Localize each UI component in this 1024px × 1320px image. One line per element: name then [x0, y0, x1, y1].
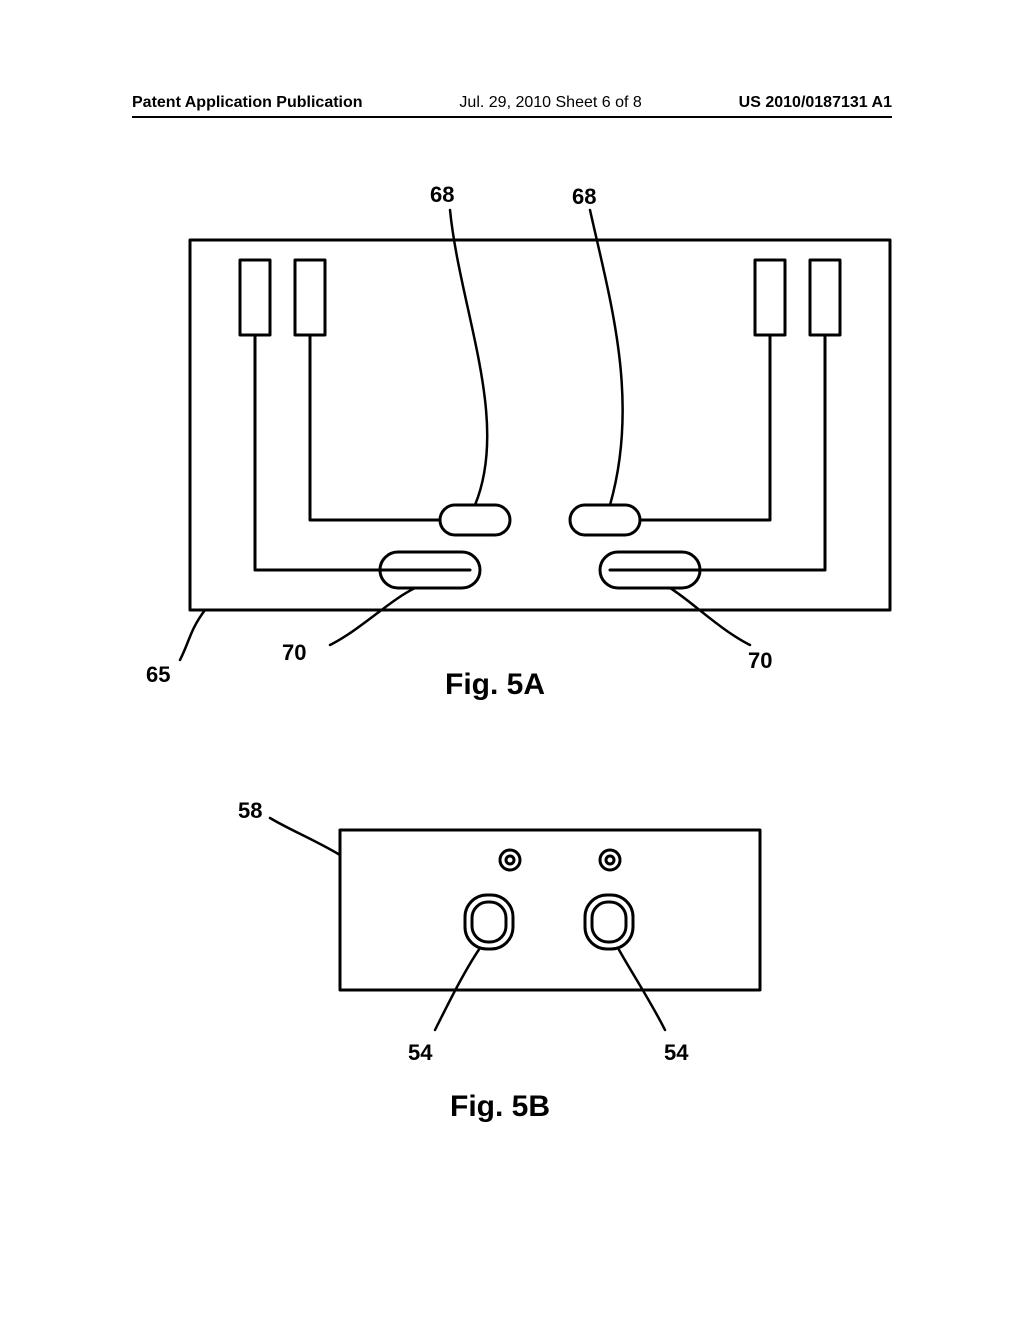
ref-65: 65: [146, 662, 170, 688]
leader-68-right: [590, 210, 623, 505]
oval-54-right-inner: [592, 902, 626, 942]
ref-68-left: 68: [430, 182, 454, 208]
ref-54-left: 54: [408, 1040, 432, 1066]
leader-70-left: [330, 588, 415, 645]
wire-right-inner: [640, 335, 770, 520]
hole-left-inner: [506, 856, 514, 864]
figure-5b: [230, 800, 870, 1100]
ref-54-right: 54: [664, 1040, 688, 1066]
hole-right-inner: [606, 856, 614, 864]
leader-65: [180, 610, 205, 660]
leader-58: [270, 818, 340, 855]
caption-5a: Fig. 5A: [445, 668, 545, 702]
plug-right-outer: [810, 260, 840, 335]
page: Patent Application Publication Jul. 29, …: [0, 0, 1024, 1320]
ref-70-right: 70: [748, 648, 772, 674]
oval-54-left-inner: [472, 902, 506, 942]
hole-right-outer: [600, 850, 620, 870]
wire-left-inner: [310, 335, 440, 520]
page-header: Patent Application Publication Jul. 29, …: [132, 88, 892, 118]
plug-right-inner: [755, 260, 785, 335]
ref-68-right: 68: [572, 184, 596, 210]
header-left: Patent Application Publication: [132, 94, 363, 112]
plug-left-outer: [240, 260, 270, 335]
hole-left-outer: [500, 850, 520, 870]
figure-5a: [160, 190, 920, 670]
pad-68-left: [440, 505, 510, 535]
plug-left-inner: [295, 260, 325, 335]
leader-68-left: [450, 210, 487, 505]
wire-right-outer: [610, 335, 825, 570]
caption-5b: Fig. 5B: [450, 1090, 550, 1124]
header-right: US 2010/0187131 A1: [739, 94, 892, 112]
ref-70-left: 70: [282, 640, 306, 666]
wire-left-outer: [255, 335, 470, 570]
leader-70-right: [670, 588, 750, 645]
header-center: Jul. 29, 2010 Sheet 6 of 8: [459, 94, 641, 112]
ref-58: 58: [238, 798, 262, 824]
pad-68-right: [570, 505, 640, 535]
panel-58: [340, 830, 760, 990]
